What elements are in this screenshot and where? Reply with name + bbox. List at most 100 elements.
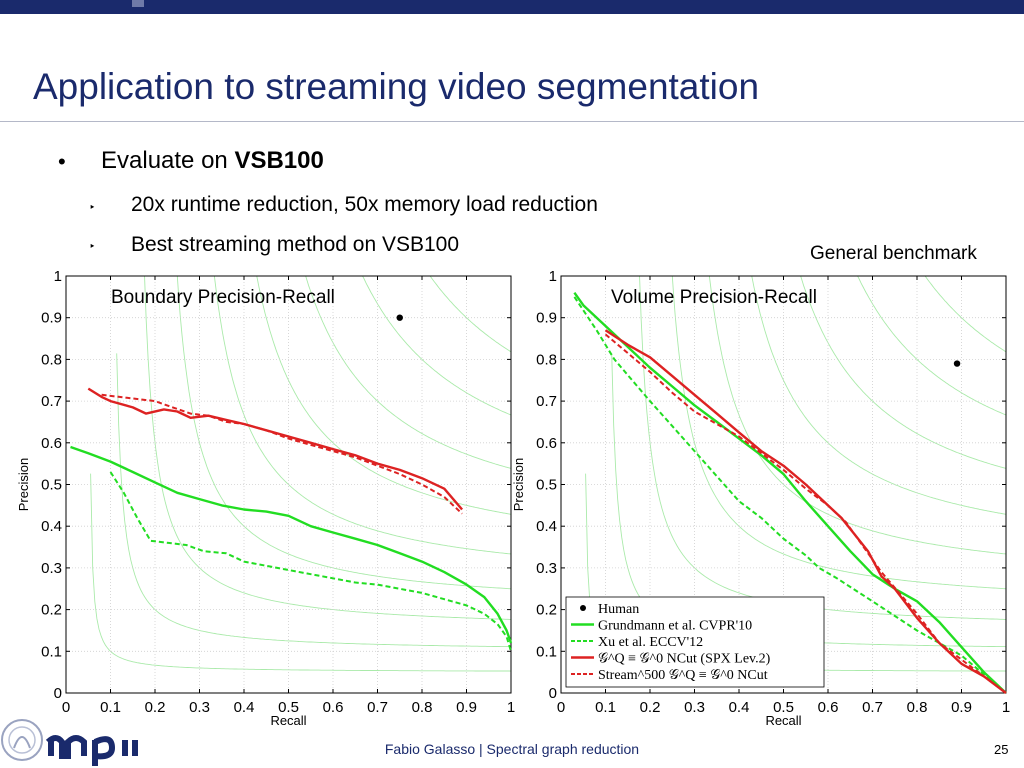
y-axis-label: Precision	[511, 458, 526, 511]
x-tick-label: 0.7	[862, 699, 883, 716]
iso-f-curve	[90, 473, 511, 672]
x-tick-label: 0.2	[145, 699, 166, 716]
y-tick-label: 0	[54, 685, 62, 702]
x-tick-label: 0.2	[640, 699, 661, 716]
iso-f-curve	[213, 276, 511, 555]
iso-f-curve	[924, 276, 1006, 353]
series-line-green-dashed	[109, 471, 512, 652]
legend-label: Xu et al. ECCV'12	[598, 635, 703, 650]
bullet-evaluate-prefix: Evaluate on	[101, 147, 235, 174]
series-line-red-dashed	[101, 393, 463, 515]
iso-f-curve	[256, 276, 511, 515]
page-number: 25	[994, 742, 1009, 757]
slide-title: Application to streaming video segmentat…	[33, 66, 760, 107]
y-tick-label: 0.6	[41, 435, 62, 452]
top-header-band	[0, 0, 1024, 14]
iso-f-curve	[305, 276, 511, 469]
legend-label: Human	[598, 602, 639, 617]
y-tick-label: 0.7	[536, 393, 557, 410]
sub-bullet-runtime: 20x runtime reduction, 50x memory load r…	[131, 193, 598, 216]
x-tick-label: 1	[507, 699, 515, 716]
series-line-red-dashed	[604, 333, 1007, 694]
x-tick-label: 0.5	[278, 699, 299, 716]
y-tick-label: 0.5	[536, 477, 557, 494]
y-tick-label: 0.3	[41, 560, 62, 577]
legend-label: 𝒢^Q ≡ 𝒢^0 NCut (SPX Lev.2)	[598, 652, 771, 667]
y-tick-label: 0.5	[41, 477, 62, 494]
bullet-dot: •	[58, 149, 66, 174]
y-tick-label: 0.6	[536, 435, 557, 452]
x-tick-label: 0.6	[323, 699, 344, 716]
y-tick-label: 0.4	[41, 518, 62, 535]
x-tick-label: 0.7	[367, 699, 388, 716]
legend-label: Grundmann et al. CVPR'10	[598, 619, 752, 634]
x-tick-label: 0.6	[818, 699, 839, 716]
title-divider	[0, 121, 1024, 122]
chart-title: Volume Precision-Recall	[611, 287, 817, 308]
y-tick-label: 0.9	[41, 310, 62, 327]
x-tick-label: 0.3	[189, 699, 210, 716]
x-tick-label: 0.3	[684, 699, 705, 716]
human-point	[953, 360, 961, 367]
general-benchmark-note: General benchmark	[810, 243, 977, 264]
y-tick-label: 1	[549, 268, 557, 285]
y-tick-label: 0.4	[536, 518, 557, 535]
series-line-red-solid	[87, 387, 464, 511]
x-tick-label: 0.5	[773, 699, 794, 716]
y-tick-label: 0.7	[41, 393, 62, 410]
y-tick-label: 0.2	[41, 602, 62, 619]
iso-f-curve	[429, 276, 511, 353]
series-line-green-solid	[573, 292, 1007, 694]
y-tick-label: 0.8	[41, 351, 62, 368]
x-tick-label: 0.4	[729, 699, 750, 716]
footer-caption: Fabio Galasso | Spectral graph reduction	[384, 741, 640, 757]
x-tick-label: 0.1	[100, 699, 121, 716]
y-tick-label: 1	[54, 268, 62, 285]
y-tick-label: 0.9	[536, 310, 557, 327]
x-tick-label: 1	[1002, 699, 1010, 716]
x-tick-label: 0	[557, 699, 565, 716]
y-tick-label: 0.2	[536, 602, 557, 619]
y-tick-label: 0.8	[536, 351, 557, 368]
x-tick-label: 0	[62, 699, 70, 716]
x-axis-label: Recall	[765, 713, 801, 728]
legend-box	[565, 596, 825, 688]
iso-f-curve	[144, 276, 511, 620]
chart-2: 0 0.1 0.2 0.3 0.4 0.5 0.6 0.7 0.8 0.9 1 0 0.1 0.2 0.3 0…	[511, 268, 1010, 728]
iso-f-curve	[671, 276, 1006, 590]
legend-label: Stream^500 𝒢^Q ≡ 𝒢^0 NCut	[598, 668, 768, 683]
x-tick-label: 0.9	[951, 699, 972, 716]
bullet-evaluate: Evaluate on VSB100	[101, 147, 324, 175]
iso-f-curve	[362, 276, 511, 416]
chart-title: Boundary Precision-Recall	[111, 287, 335, 308]
y-axis-label: Precision	[16, 458, 31, 511]
x-axis-label: Recall	[270, 713, 306, 728]
x-tick-label: 0.1	[595, 699, 616, 716]
mpi-logo	[1, 719, 138, 766]
iso-f-curve	[116, 353, 511, 648]
series-line-green-solid	[70, 445, 513, 644]
bullet-evaluate-dataset: VSB100	[234, 147, 324, 174]
header-tab-mark	[132, 0, 144, 7]
sub-bullet-arrow-icon: ‣	[89, 202, 96, 214]
legend-marker-human	[580, 605, 586, 611]
chart-1: 0 0.1 0.2 0.3 0.4 0.5 0.6 0.7 0.8 0.9 1 0 0.1 0.2 0.3 0…	[16, 268, 515, 728]
y-tick-label: 0.1	[41, 643, 62, 660]
sub-bullet-arrow-icon: ‣	[89, 241, 96, 253]
iso-f-curve	[751, 276, 1006, 515]
y-tick-label: 0.3	[536, 560, 557, 577]
y-tick-label: 0	[549, 685, 557, 702]
y-tick-label: 0.1	[536, 643, 557, 660]
iso-f-curve	[857, 276, 1006, 416]
x-tick-label: 0.8	[412, 699, 433, 716]
series-line-green-dashed	[573, 296, 1007, 694]
iso-f-curve	[800, 276, 1006, 469]
human-point	[396, 314, 403, 321]
x-tick-label: 0.8	[907, 699, 928, 716]
iso-f-curve	[176, 276, 511, 590]
x-tick-label: 0.9	[456, 699, 477, 716]
x-tick-label: 0.4	[234, 699, 255, 716]
sub-bullet-best-method: Best streaming method on VSB100	[131, 233, 460, 256]
